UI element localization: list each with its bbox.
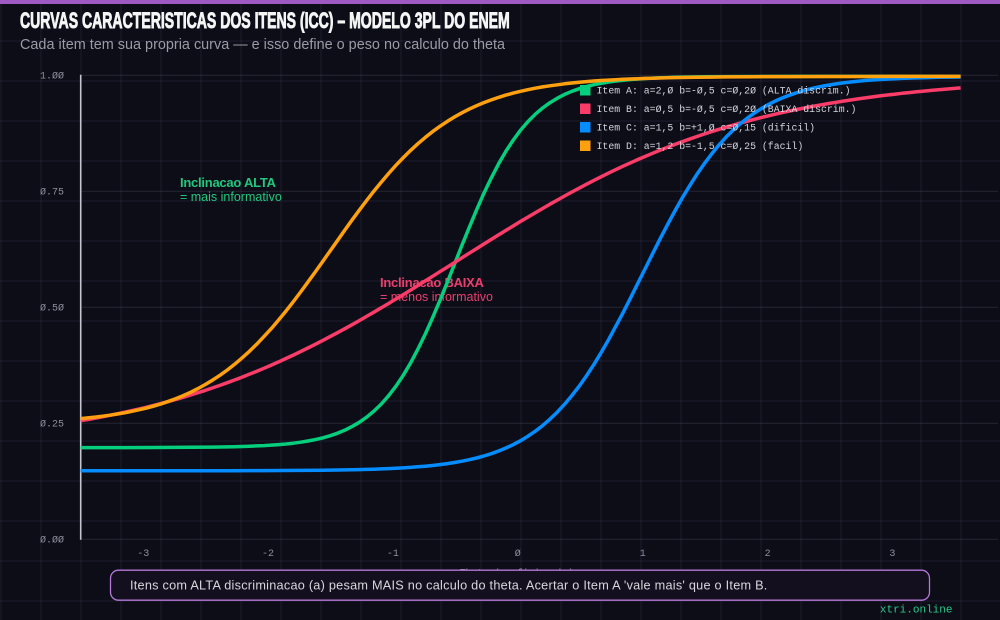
svg-text:Inclinacao ALTA: Inclinacao ALTA <box>180 175 277 190</box>
svg-text:1.ØØ: 1.ØØ <box>40 71 64 83</box>
svg-text:Itens com ALTA discriminacao (: Itens com ALTA discriminacao (a) pesam M… <box>130 579 768 593</box>
svg-text:Ø.ØØ: Ø.ØØ <box>40 535 64 547</box>
svg-text:-1: -1 <box>387 549 399 560</box>
svg-text:-3: -3 <box>137 549 149 560</box>
svg-text:Item D: a=1,2 b=-1,5 c=Ø,25 (f: Item D: a=1,2 b=-1,5 c=Ø,25 (facil) <box>597 141 804 152</box>
svg-text:= mais informativo: = mais informativo <box>180 190 282 204</box>
svg-text:Item C: a=1,5 b=+1,Ø c=Ø,15 (d: Item C: a=1,5 b=+1,Ø c=Ø,15 (dificil) <box>597 123 816 134</box>
svg-text:Inclinacao BAIXA: Inclinacao BAIXA <box>380 275 484 290</box>
svg-text:3: 3 <box>889 549 895 560</box>
svg-text:Ø.5Ø: Ø.5Ø <box>40 303 64 315</box>
svg-text:Item B: a=Ø,5 b=-Ø,5 c=Ø,2Ø (B: Item B: a=Ø,5 b=-Ø,5 c=Ø,2Ø (BAIXA discr… <box>597 104 857 115</box>
svg-text:-2: -2 <box>262 549 274 560</box>
svg-text:xtri.online: xtri.online <box>880 605 953 617</box>
svg-text:Ø: Ø <box>515 548 521 560</box>
svg-text:Ø.75: Ø.75 <box>40 187 64 199</box>
svg-text:Ø.25: Ø.25 <box>40 419 64 431</box>
svg-text:1: 1 <box>640 549 646 560</box>
svg-text:2: 2 <box>765 549 771 560</box>
svg-text:Item A: a=2,Ø b=-Ø,5 c=Ø,2Ø (A: Item A: a=2,Ø b=-Ø,5 c=Ø,2Ø (ALTA discri… <box>597 86 851 97</box>
